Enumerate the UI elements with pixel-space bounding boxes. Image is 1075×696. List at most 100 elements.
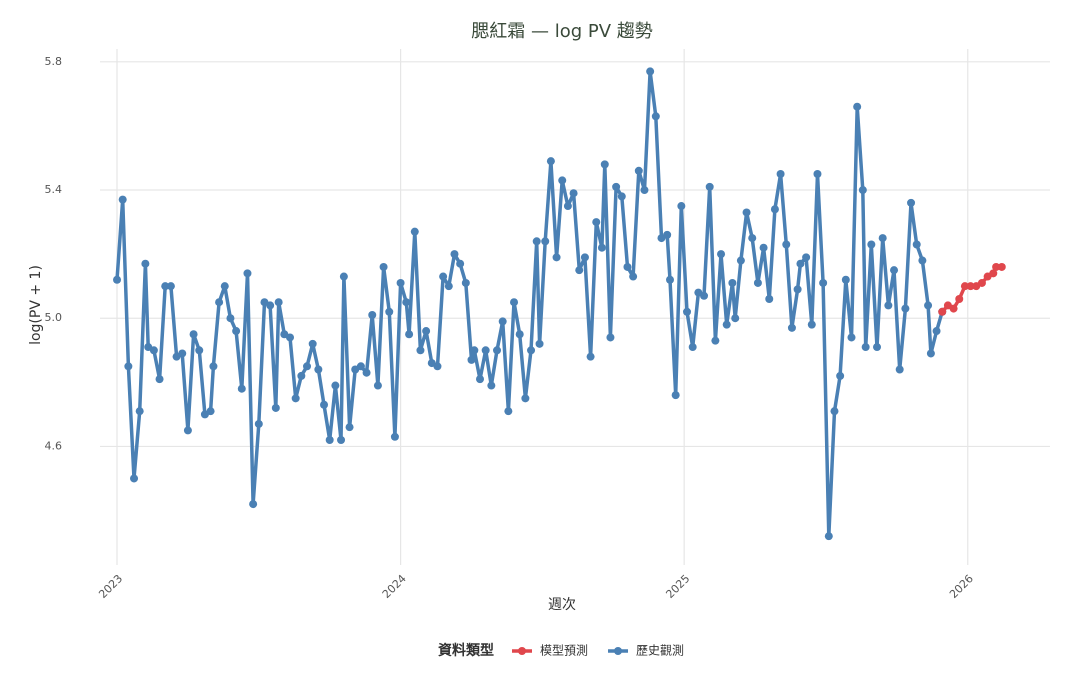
point	[683, 307, 692, 316]
point	[215, 298, 224, 307]
point	[623, 262, 632, 271]
point	[195, 346, 204, 355]
point	[481, 346, 490, 355]
point	[178, 349, 187, 358]
point	[226, 314, 235, 323]
point	[992, 262, 1001, 271]
point	[861, 343, 870, 352]
point	[402, 298, 411, 307]
point	[498, 317, 507, 326]
point	[717, 250, 726, 259]
point	[782, 240, 791, 249]
point	[368, 311, 377, 320]
point	[532, 237, 541, 246]
point	[663, 230, 672, 239]
point	[651, 112, 660, 121]
point	[232, 327, 241, 336]
point	[700, 291, 709, 300]
y-tick-label: 4.6	[45, 439, 63, 452]
plot	[113, 67, 1006, 541]
point	[753, 278, 762, 287]
point	[422, 327, 431, 336]
legend: 資料類型 模型預測 歷史觀測	[438, 642, 684, 659]
point	[155, 375, 164, 384]
point	[802, 253, 811, 262]
point	[722, 320, 731, 329]
point	[960, 282, 969, 291]
point	[410, 227, 419, 236]
point	[807, 320, 816, 329]
point	[646, 67, 655, 76]
point	[776, 169, 785, 178]
point	[130, 474, 139, 483]
point	[314, 365, 323, 374]
point	[379, 262, 388, 271]
point	[456, 259, 465, 268]
point	[515, 330, 524, 339]
point	[476, 375, 484, 384]
point	[736, 256, 745, 265]
point	[161, 282, 170, 291]
point	[405, 330, 414, 339]
point	[541, 237, 550, 246]
point	[853, 102, 862, 111]
point	[450, 250, 459, 259]
point	[813, 169, 822, 178]
chart-title: 腮紅霜 — log PV 趨勢	[471, 21, 653, 42]
point	[209, 362, 218, 371]
point	[510, 298, 519, 307]
point	[487, 381, 496, 390]
point	[830, 407, 839, 416]
point	[728, 278, 737, 287]
point	[597, 243, 606, 252]
point	[303, 362, 312, 371]
point	[527, 346, 536, 355]
point	[606, 333, 615, 342]
legend-label: 模型預測	[540, 644, 588, 658]
point	[890, 266, 899, 275]
point	[612, 182, 621, 191]
point	[433, 362, 442, 371]
point	[493, 346, 502, 355]
point	[339, 272, 348, 281]
x-axis-label: 週次	[548, 597, 576, 613]
legend-label: 歷史觀測	[636, 644, 684, 658]
point	[926, 349, 935, 358]
point	[563, 202, 572, 211]
point	[705, 182, 714, 191]
point	[966, 282, 975, 291]
point	[847, 333, 856, 342]
legend-title: 資料類型	[438, 642, 494, 659]
point	[521, 394, 530, 403]
point	[356, 362, 365, 371]
point	[586, 352, 595, 361]
point	[390, 432, 399, 441]
point	[444, 282, 453, 291]
point	[337, 436, 346, 445]
point	[416, 346, 425, 355]
point	[266, 301, 275, 310]
point	[249, 500, 258, 509]
point	[535, 339, 544, 348]
point	[373, 381, 382, 390]
point	[796, 259, 805, 268]
point	[731, 314, 740, 323]
legend-swatch	[518, 647, 526, 655]
point	[873, 343, 882, 352]
point	[569, 189, 578, 198]
point	[320, 400, 329, 409]
point	[396, 278, 405, 287]
point	[640, 186, 649, 195]
point	[924, 301, 933, 310]
point	[592, 218, 601, 227]
point	[580, 253, 589, 262]
point	[552, 253, 561, 262]
point	[671, 391, 680, 400]
point	[918, 256, 927, 265]
point	[765, 294, 774, 303]
point	[470, 346, 479, 355]
point	[135, 407, 144, 416]
point	[461, 278, 470, 287]
point	[325, 436, 334, 445]
